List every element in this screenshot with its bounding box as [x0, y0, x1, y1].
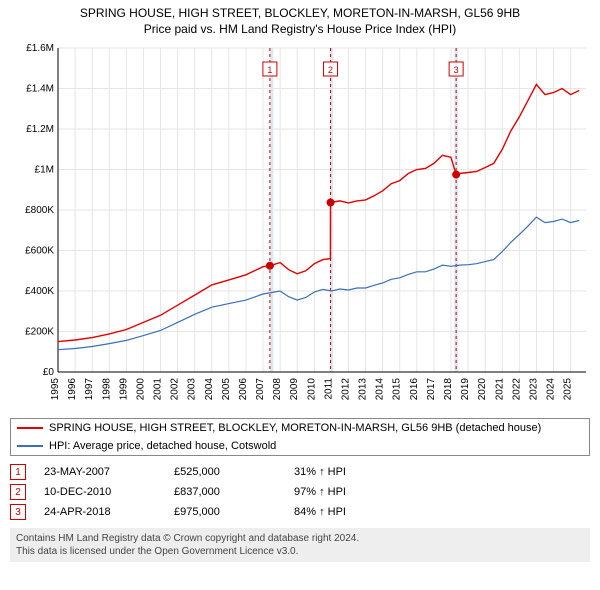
transaction-index: 3 — [10, 504, 26, 520]
legend-label: SPRING HOUSE, HIGH STREET, BLOCKLEY, MOR… — [49, 422, 541, 434]
svg-text:2010: 2010 — [306, 378, 317, 401]
svg-text:2003: 2003 — [187, 378, 198, 401]
svg-text:3: 3 — [454, 65, 459, 75]
transactions-table: 1 23-MAY-2007£525,00031% ↑ HPI 2 10-DEC-201… — [10, 462, 590, 522]
svg-text:2020: 2020 — [477, 378, 488, 401]
legend-swatch — [17, 427, 43, 429]
svg-text:1995: 1995 — [50, 378, 61, 401]
transaction-index: 2 — [10, 484, 26, 500]
svg-text:2006: 2006 — [238, 378, 249, 401]
svg-text:2023: 2023 — [528, 378, 539, 401]
svg-text:£600K: £600K — [25, 246, 54, 257]
svg-text:2024: 2024 — [546, 378, 557, 401]
svg-text:2014: 2014 — [375, 378, 386, 401]
chart-area: £0 £200K £400K £600K £800K £1M £1.2M £1.4M £1.6M… — [10, 42, 590, 412]
svg-text:2013: 2013 — [358, 378, 369, 401]
svg-text:2011: 2011 — [323, 378, 334, 400]
transaction-date: 23-MAY-2007 — [44, 466, 174, 478]
svg-text:2019: 2019 — [460, 378, 471, 401]
transaction-row: 1 23-MAY-2007£525,00031% ↑ HPI — [10, 462, 590, 482]
title-block: SPRING HOUSE, HIGH STREET, BLOCKLEY, MOR… — [0, 0, 600, 38]
svg-text:2016: 2016 — [409, 378, 420, 401]
svg-text:£1.2M: £1.2M — [26, 124, 54, 135]
footer-line1: Contains HM Land Registry data © Crown c… — [16, 532, 584, 545]
svg-text:1999: 1999 — [118, 378, 129, 401]
svg-text:2005: 2005 — [221, 378, 232, 401]
svg-text:2015: 2015 — [392, 378, 403, 401]
svg-text:2008: 2008 — [272, 378, 283, 401]
transaction-pct: 84% ↑ HPI — [294, 506, 414, 518]
svg-text:£200K: £200K — [25, 327, 54, 338]
svg-text:2017: 2017 — [426, 378, 437, 401]
svg-text:1997: 1997 — [84, 378, 95, 401]
transaction-row: 2 10-DEC-2010£837,00097% ↑ HPI — [10, 482, 590, 502]
svg-text:1: 1 — [267, 65, 272, 75]
legend-item: HPI: Average price, detached house, Cots… — [11, 437, 589, 455]
svg-text:2000: 2000 — [135, 378, 146, 401]
svg-text:2: 2 — [328, 65, 333, 75]
svg-text:2025: 2025 — [563, 378, 574, 401]
transaction-date: 24-APR-2018 — [44, 506, 174, 518]
legend-swatch — [17, 445, 43, 447]
svg-text:2018: 2018 — [443, 378, 454, 401]
svg-text:£1M: £1M — [35, 165, 54, 176]
svg-text:2009: 2009 — [289, 378, 300, 401]
transaction-row: 3 24-APR-2018£975,00084% ↑ HPI — [10, 502, 590, 522]
svg-text:2007: 2007 — [255, 378, 266, 401]
svg-text:2001: 2001 — [153, 378, 164, 401]
svg-text:2022: 2022 — [511, 378, 522, 401]
legend: SPRING HOUSE, HIGH STREET, BLOCKLEY, MOR… — [10, 418, 590, 456]
svg-text:£800K: £800K — [25, 205, 54, 216]
svg-text:2021: 2021 — [494, 378, 505, 401]
page-root: SPRING HOUSE, HIGH STREET, BLOCKLEY, MOR… — [0, 0, 600, 590]
transaction-pct: 31% ↑ HPI — [294, 466, 414, 478]
svg-text:1998: 1998 — [101, 378, 112, 401]
svg-text:£400K: £400K — [25, 286, 54, 297]
transaction-date: 10-DEC-2010 — [44, 486, 174, 498]
title-address: SPRING HOUSE, HIGH STREET, BLOCKLEY, MOR… — [4, 6, 596, 20]
svg-text:2012: 2012 — [340, 378, 351, 401]
svg-text:£0: £0 — [43, 367, 55, 378]
svg-text:2002: 2002 — [170, 378, 181, 401]
transaction-price: £975,000 — [174, 506, 294, 518]
price-chart: £0 £200K £400K £600K £800K £1M £1.2M £1.4M £1.6M… — [10, 42, 590, 412]
footer-attribution: Contains HM Land Registry data © Crown c… — [10, 528, 590, 562]
transaction-price: £525,000 — [174, 466, 294, 478]
legend-label: HPI: Average price, detached house, Cots… — [49, 440, 276, 452]
transaction-price: £837,000 — [174, 486, 294, 498]
svg-text:£1.4M: £1.4M — [26, 84, 54, 95]
transaction-index: 1 — [10, 464, 26, 480]
svg-text:1996: 1996 — [67, 378, 78, 401]
svg-text:2004: 2004 — [204, 378, 215, 401]
svg-text:£1.6M: £1.6M — [26, 43, 54, 54]
title-subtitle: Price paid vs. HM Land Registry's House … — [4, 22, 596, 36]
footer-line2: This data is licensed under the Open Gov… — [16, 545, 584, 558]
legend-item: SPRING HOUSE, HIGH STREET, BLOCKLEY, MOR… — [11, 419, 589, 437]
transaction-pct: 97% ↑ HPI — [294, 486, 414, 498]
